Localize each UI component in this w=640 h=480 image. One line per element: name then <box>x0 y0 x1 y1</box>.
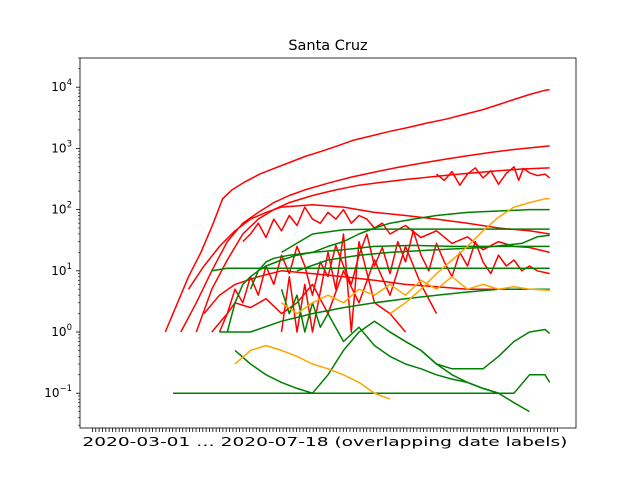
y-axis: 10−1 100 101 102 103 104 <box>44 57 80 426</box>
series-line-green-13 <box>296 234 550 272</box>
axes-frame <box>79 57 577 429</box>
series-line-red-1 <box>180 145 550 333</box>
chart-title: Santa Cruz <box>288 38 367 54</box>
series-line-red-5 <box>242 206 550 254</box>
x-tick-labels: 2020-03-01 … 2020-07-18 (overlapping dat… <box>82 435 567 449</box>
series-line-orange-21 <box>281 275 550 315</box>
plot-area <box>164 88 551 413</box>
series-line-green-10 <box>226 208 550 333</box>
series-line-green-14 <box>211 267 550 272</box>
series-line-green-19 <box>173 374 551 394</box>
y-tick-label-5: 104 <box>51 78 72 94</box>
y-tick-label-3: 102 <box>51 201 72 217</box>
y-tick-label-4: 103 <box>51 139 72 155</box>
series-line-green-12 <box>281 228 550 254</box>
series-line-orange-20 <box>389 198 550 315</box>
series-line-red-3 <box>436 166 551 186</box>
series-line-red-0 <box>164 88 550 333</box>
series-line-orange-22 <box>234 344 391 400</box>
x-axis: 2020-03-01 … 2020-07-18 (overlapping dat… <box>82 428 567 449</box>
series-line-green-15 <box>219 288 550 333</box>
y-tick-label-2: 101 <box>51 262 72 278</box>
y-tick-label-0: 10−1 <box>44 384 72 400</box>
series-line-red-6 <box>218 230 550 333</box>
series-line-green-18 <box>389 328 551 370</box>
y-tick-label-1: 100 <box>51 323 72 339</box>
series-line-green-17 <box>234 320 499 394</box>
series-line-red-4 <box>187 204 550 290</box>
